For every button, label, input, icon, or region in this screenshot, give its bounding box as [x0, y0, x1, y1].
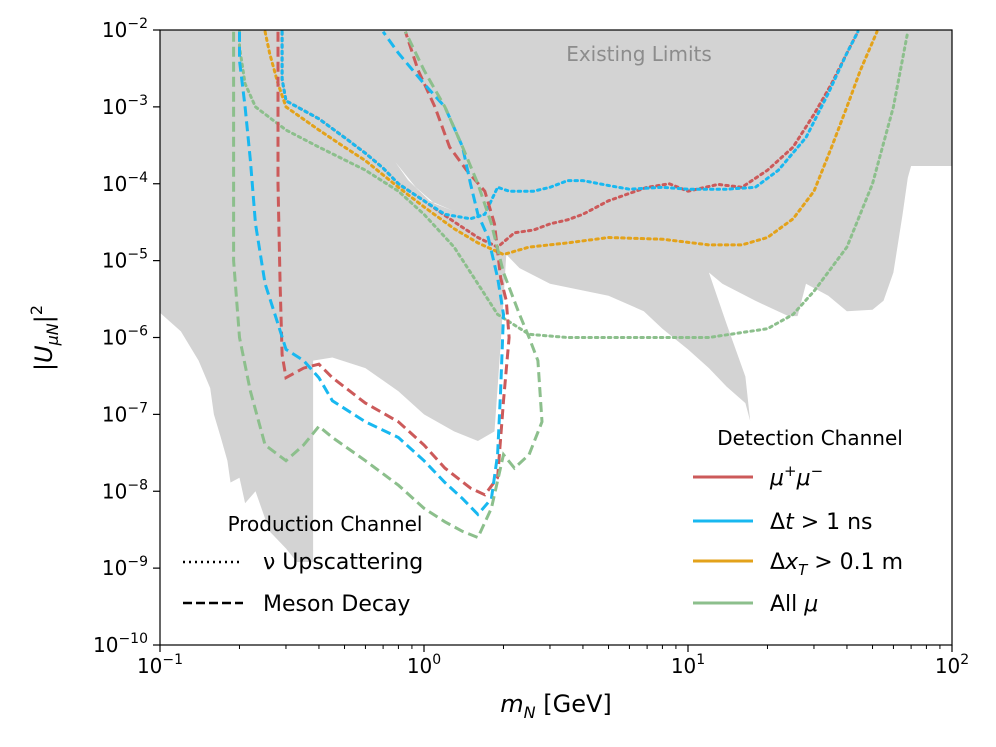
svg-text:mN [GeV]: mN [GeV]: [500, 690, 612, 722]
plot-area: [160, 30, 952, 562]
series-allmu-md: [232, 31, 544, 540]
series-allmu-up: [238, 30, 910, 339]
x-tick-label: 101: [671, 652, 705, 678]
y-tick-label: 10−4: [102, 170, 148, 196]
legend-dxt-label: ΔxT > 0.1 m: [770, 550, 903, 579]
existing-limits-annotation: Existing Limits: [566, 42, 712, 66]
y-tick-label: 10−7: [102, 400, 148, 426]
x-tick-label: 10−1: [137, 652, 183, 678]
legend-upscattering-label: ν Upscattering: [263, 550, 423, 575]
series-layer: [232, 30, 910, 540]
svg-text:|UμN|2: |UμN|2: [27, 305, 62, 371]
y-axis-title: |UμN|2: [27, 305, 62, 371]
series-dt-md: [238, 30, 506, 517]
x-tick-label: 100: [407, 652, 441, 678]
existing-limits-region: [160, 30, 952, 562]
legend-dt-label: Δt > 1 ns: [770, 510, 873, 535]
y-tick-label: 10−10: [93, 631, 148, 657]
series-dt-up: [280, 30, 860, 221]
y-tick-label: 10−3: [102, 93, 148, 119]
legend-production-title: Production Channel: [228, 512, 423, 536]
y-tick-label: 10−2: [102, 16, 148, 42]
series-mumu-md: [276, 31, 511, 497]
series-dxt-up: [263, 30, 879, 257]
legend-detection-title: Detection Channel: [717, 426, 903, 450]
x-tick-label: 102: [935, 652, 969, 678]
y-tick-label: 10−8: [102, 477, 148, 503]
legend-production: Production Channel ν Upscattering Meson …: [183, 512, 423, 617]
y-tick-label: 10−9: [102, 554, 148, 580]
y-tick-label: 10−5: [102, 247, 148, 273]
legend-meson-decay-label: Meson Decay: [263, 592, 410, 617]
legend-detection: Detection Channel μ+μ− Δt > 1 ns ΔxT > 0…: [693, 426, 903, 617]
legend-mumu-label: μ+μ−: [769, 462, 823, 491]
x-axis-title: mN [GeV]: [500, 690, 612, 722]
legend-allmu-label: All μ: [770, 592, 818, 617]
y-tick-label: 10−6: [102, 324, 148, 350]
